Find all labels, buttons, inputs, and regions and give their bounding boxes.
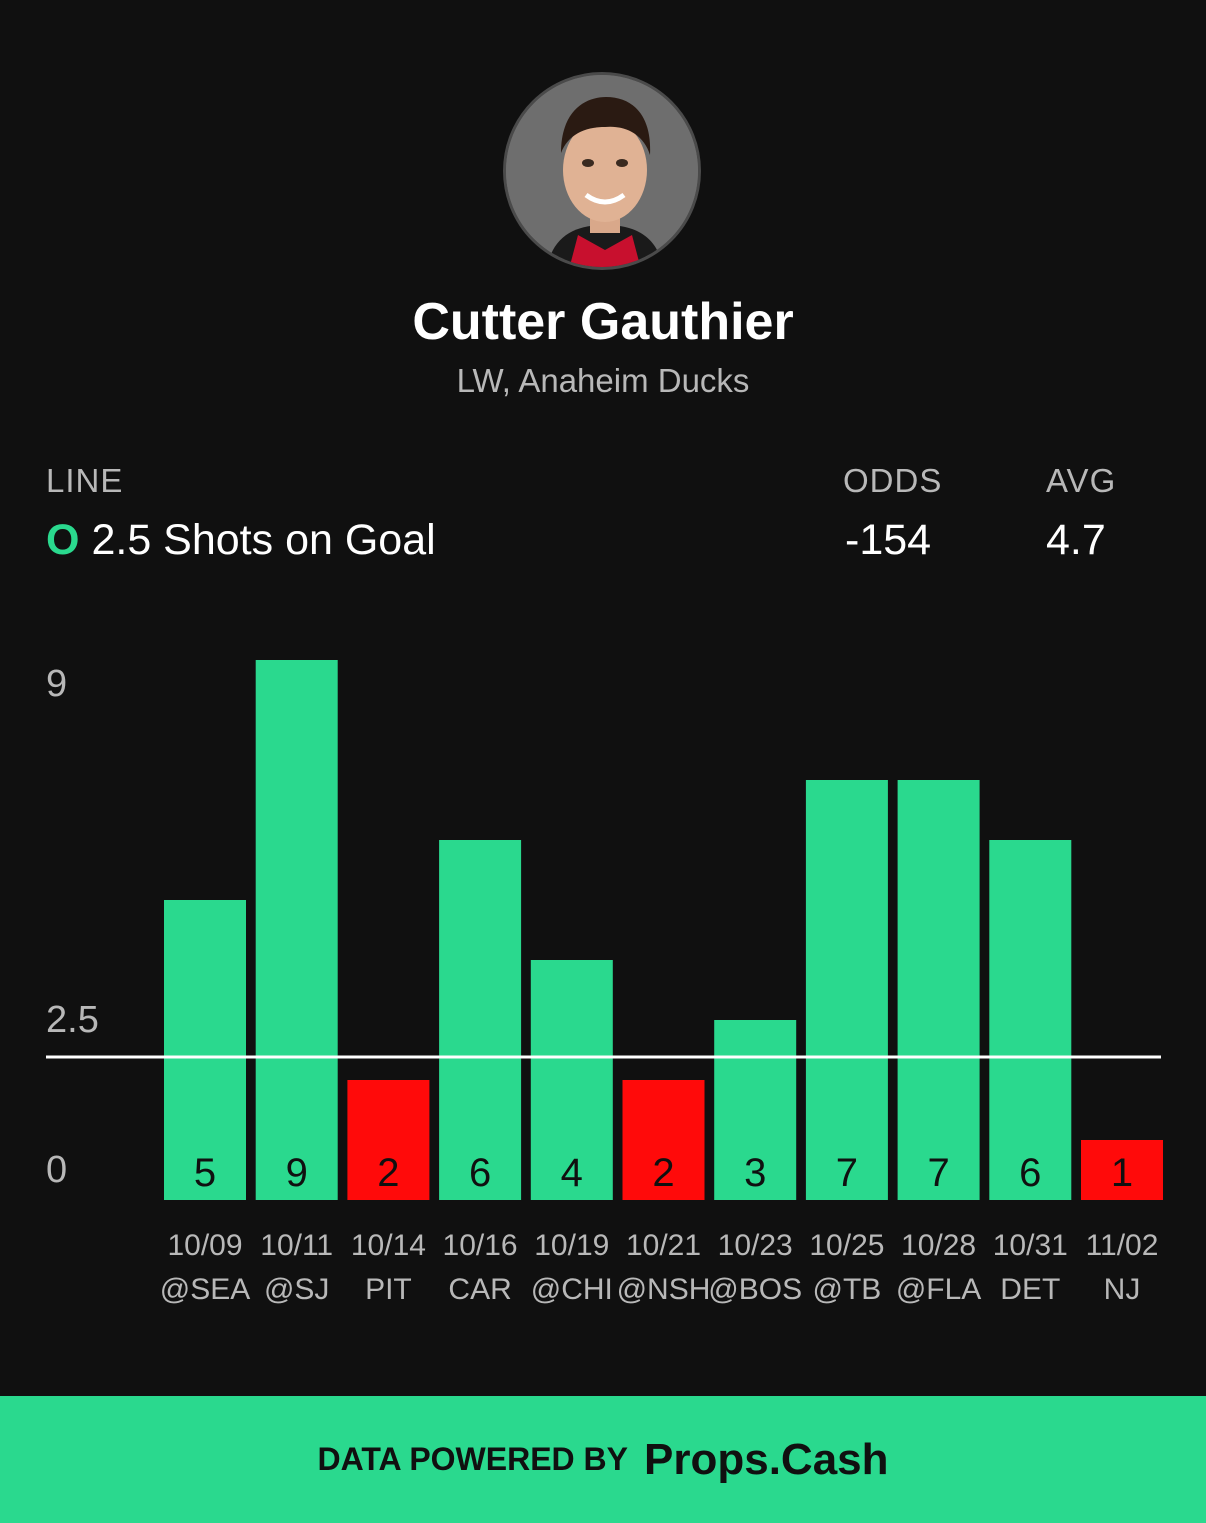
bar xyxy=(989,840,1072,1200)
bar-value-label: 1 xyxy=(1111,1151,1133,1195)
player-position-team: LW, Anaheim Ducks xyxy=(456,362,750,399)
player-name: Cutter Gauthier xyxy=(412,293,794,351)
player-headshot-icon xyxy=(506,75,698,267)
bar-value-label: 5 xyxy=(194,1151,216,1195)
odds-header: ODDS xyxy=(843,462,943,499)
bar xyxy=(164,900,246,1200)
bar-value-label: 6 xyxy=(1019,1151,1041,1195)
odds-value: -154 xyxy=(845,516,932,564)
x-tick-date: 10/19 xyxy=(534,1229,609,1262)
bar-value-label: 6 xyxy=(469,1151,491,1195)
bar xyxy=(897,780,980,1200)
bar-value-label: 7 xyxy=(836,1151,858,1195)
y-tick-label: 9 xyxy=(46,663,67,705)
shots-bar-chart: 0 2.5 9 5 10/09 @SEA 9 10/11 @SJ 2 10/14 PIT 6 10/16 C… xyxy=(46,660,1163,1306)
x-tick-date: 10/28 xyxy=(901,1229,976,1262)
player-avatar xyxy=(503,72,701,270)
bar xyxy=(714,1020,797,1200)
line-header: LINE xyxy=(46,462,124,499)
bar xyxy=(622,1080,705,1200)
x-tick-opponent: @TB xyxy=(813,1273,882,1306)
x-tick-date: 10/21 xyxy=(626,1229,701,1262)
x-tick-opponent: PIT xyxy=(365,1273,412,1306)
x-tick-date: 10/31 xyxy=(993,1229,1068,1262)
x-tick-date: 10/25 xyxy=(809,1229,884,1262)
bar-value-label: 3 xyxy=(744,1151,766,1195)
bar-value-label: 2 xyxy=(652,1151,674,1195)
x-tick-opponent: @FLA xyxy=(896,1273,981,1306)
x-tick-date: 10/14 xyxy=(351,1229,426,1262)
x-tick-opponent: @CHI xyxy=(531,1273,613,1306)
bar xyxy=(1081,1140,1163,1200)
bar xyxy=(439,840,522,1200)
line-text: 2.5 Shots on Goal xyxy=(91,516,436,564)
x-tick-date: 11/02 xyxy=(1086,1229,1159,1262)
y-tick-label: 0 xyxy=(46,1149,67,1191)
x-tick-date: 10/23 xyxy=(718,1229,793,1262)
bar-value-label: 7 xyxy=(927,1151,949,1195)
footer-prefix: DATA POWERED BY xyxy=(317,1441,628,1477)
footer-banner: DATA POWERED BY Props.Cash xyxy=(0,1396,1206,1523)
x-tick-opponent: @BOS xyxy=(708,1273,802,1306)
line-value: O 2.5 Shots on Goal xyxy=(46,516,436,565)
bar-value-label: 2 xyxy=(377,1151,399,1195)
bar xyxy=(347,1080,430,1200)
bar-value-label: 4 xyxy=(561,1151,583,1195)
x-tick-opponent: NJ xyxy=(1104,1273,1141,1306)
x-tick-opponent: DET xyxy=(1000,1273,1060,1306)
x-tick-date: 10/16 xyxy=(443,1229,518,1262)
x-tick-date: 10/09 xyxy=(167,1229,242,1262)
footer-brand: Props.Cash xyxy=(644,1434,889,1484)
avg-value: 4.7 xyxy=(1046,516,1106,564)
x-tick-date: 10/11 xyxy=(260,1229,333,1262)
bar xyxy=(805,780,888,1200)
x-tick-opponent: @SEA xyxy=(160,1273,250,1306)
avg-header: AVG xyxy=(1046,462,1117,499)
x-tick-opponent: @SJ xyxy=(264,1273,329,1306)
bar-value-label: 9 xyxy=(286,1151,308,1195)
over-indicator: O xyxy=(46,516,80,564)
bar xyxy=(530,960,613,1200)
x-tick-opponent: @NSH xyxy=(617,1273,711,1306)
x-tick-opponent: CAR xyxy=(448,1273,511,1306)
y-tick-label: 2.5 xyxy=(46,999,99,1041)
bar xyxy=(255,660,338,1200)
